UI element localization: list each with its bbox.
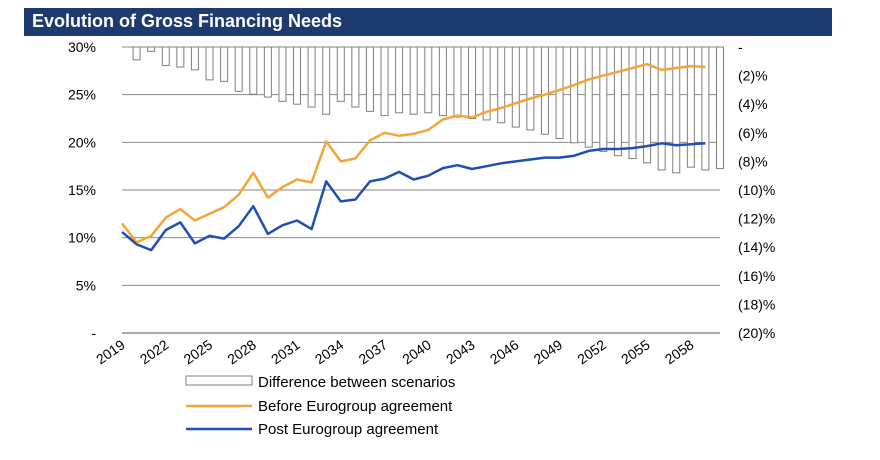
difference-bar bbox=[234, 46, 243, 92]
x-tick-label: 2043 bbox=[443, 336, 478, 367]
difference-bar bbox=[205, 46, 214, 81]
x-tick-label: 2055 bbox=[618, 336, 653, 367]
difference-bar bbox=[278, 46, 287, 102]
legend-label: Difference between scenarios bbox=[258, 374, 455, 391]
left-tick-label: - bbox=[91, 325, 96, 341]
x-tick-label: 2040 bbox=[399, 336, 434, 367]
legend-label: Before Eurogroup agreement bbox=[258, 398, 453, 415]
x-tick-label: 2052 bbox=[574, 336, 609, 367]
chart-title-bar: Evolution of Gross Financing Needs bbox=[24, 8, 832, 36]
legend-label: Post Eurogroup agreement bbox=[258, 421, 439, 438]
right-tick-label: (14)% bbox=[738, 239, 775, 255]
difference-bar bbox=[161, 46, 170, 67]
before-eurogroup-line bbox=[121, 62, 706, 244]
difference-bar bbox=[657, 46, 666, 171]
left-tick-label: 25% bbox=[68, 87, 96, 103]
difference-bar bbox=[511, 46, 520, 128]
difference-bar bbox=[336, 46, 345, 102]
right-tick-label: (4)% bbox=[738, 96, 768, 112]
difference-bar bbox=[365, 46, 374, 112]
difference-bar bbox=[628, 46, 637, 160]
post-eurogroup-line bbox=[121, 142, 706, 252]
right-tick-label: (16)% bbox=[738, 268, 775, 284]
difference-bar bbox=[395, 46, 404, 114]
x-tick-label: 2037 bbox=[356, 336, 391, 367]
right-tick-label: - bbox=[738, 39, 743, 55]
difference-bar bbox=[468, 46, 477, 119]
difference-bar bbox=[555, 46, 564, 140]
x-tick-label: 2031 bbox=[268, 336, 303, 367]
difference-bar bbox=[249, 46, 258, 95]
difference-bar bbox=[220, 46, 229, 82]
difference-bar bbox=[190, 46, 199, 71]
x-tick-label: 2025 bbox=[181, 336, 216, 367]
difference-bar bbox=[176, 46, 185, 68]
legend-bar-swatch bbox=[185, 375, 253, 386]
chart-title: Evolution of Gross Financing Needs bbox=[32, 11, 343, 31]
x-tick-label: 2019 bbox=[93, 336, 128, 367]
right-tick-label: (18)% bbox=[738, 296, 775, 312]
difference-bar bbox=[380, 46, 389, 117]
difference-bar bbox=[526, 46, 535, 131]
right-tick-label: (2)% bbox=[738, 68, 768, 84]
difference-bar bbox=[482, 46, 491, 121]
difference-bar bbox=[409, 46, 418, 115]
difference-bar bbox=[613, 46, 622, 157]
x-tick-label: 2028 bbox=[224, 336, 259, 367]
right-tick-label: (8)% bbox=[738, 153, 768, 169]
series-lines bbox=[121, 62, 706, 252]
left-tick-label: 10% bbox=[68, 230, 96, 246]
x-tick-label: 2046 bbox=[487, 336, 522, 367]
difference-bar bbox=[424, 46, 433, 114]
difference-bar bbox=[497, 46, 506, 124]
x-tick-label: 2058 bbox=[662, 336, 697, 367]
x-axis: 2019 2022 2025 2028 2031 2034 2037 2040 2043 2046… bbox=[93, 332, 720, 367]
difference-bar bbox=[453, 46, 462, 118]
difference-bar bbox=[540, 46, 549, 135]
difference-bar bbox=[263, 46, 272, 98]
left-tick-label: 30% bbox=[68, 39, 96, 55]
left-axis: - 5% 10% 15% 20% 25% 30% bbox=[68, 39, 96, 341]
difference-bar bbox=[293, 46, 302, 105]
difference-bar bbox=[599, 46, 608, 152]
difference-bar bbox=[643, 46, 652, 164]
right-tick-label: (12)% bbox=[738, 211, 775, 227]
left-tick-label: 20% bbox=[68, 134, 96, 150]
x-tick-label: 2022 bbox=[137, 336, 172, 367]
difference-bar bbox=[351, 46, 360, 108]
difference-bar bbox=[570, 46, 579, 144]
x-tick-label: 2034 bbox=[312, 336, 347, 367]
x-tick-label: 2049 bbox=[531, 336, 566, 367]
difference-bar bbox=[307, 46, 316, 108]
right-axis: - (2)% (4)% (6)% (8)% (10)% (12)% (14)% (16)% (18… bbox=[738, 39, 775, 341]
difference-bar bbox=[132, 46, 141, 61]
difference-bar bbox=[584, 46, 593, 148]
right-tick-label: (6)% bbox=[738, 125, 768, 141]
difference-bar bbox=[322, 46, 331, 115]
difference-bar bbox=[716, 46, 724, 170]
difference-bar bbox=[686, 46, 695, 168]
difference-bars bbox=[132, 46, 724, 174]
difference-bar bbox=[147, 46, 156, 52]
right-tick-label: (10)% bbox=[738, 182, 775, 198]
difference-bar bbox=[438, 46, 447, 117]
difference-bar bbox=[672, 46, 681, 174]
left-tick-label: 5% bbox=[76, 277, 96, 293]
legend: Difference between scenarios Before Eurog… bbox=[185, 374, 455, 438]
difference-bar bbox=[701, 46, 710, 171]
right-tick-label: (20)% bbox=[738, 325, 775, 341]
left-tick-label: 15% bbox=[68, 182, 96, 198]
